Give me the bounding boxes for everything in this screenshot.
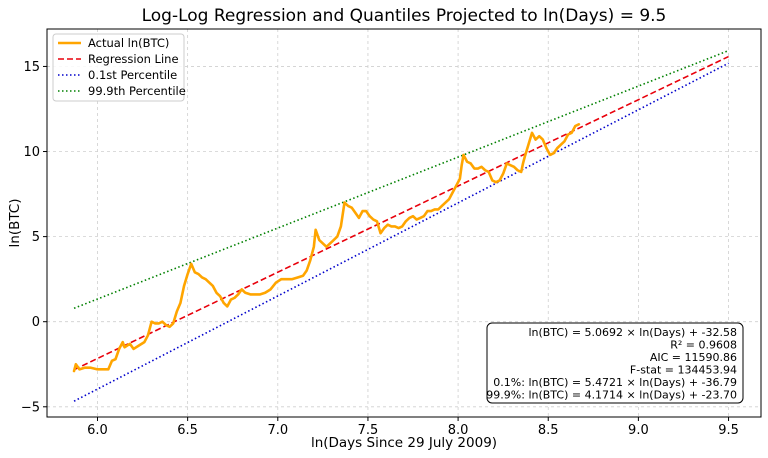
legend-label: 99.9th Percentile: [88, 84, 186, 98]
x-tick-label: 9.5: [718, 423, 739, 438]
y-tick-label: 0: [32, 315, 40, 330]
series-0-1st-percentile: [73, 62, 729, 402]
series-actual-btc: [72, 123, 581, 373]
y-axis: −5 0 5 10 15: [21, 60, 47, 415]
stats-line: AIC = 11590.86: [650, 351, 737, 364]
legend: Actual ln(BTC) Regression Line 0.1st Perce…: [52, 33, 186, 102]
grid: [47, 29, 761, 417]
series-99-9th-percentile: [73, 49, 729, 310]
plot-frame: [46, 28, 762, 418]
x-tick-label: 6.5: [177, 423, 198, 438]
x-tick-label: 8.0: [448, 423, 469, 438]
x-tick-label: 7.5: [358, 423, 379, 438]
y-tick-label: 15: [23, 60, 40, 75]
stats-line: 0.1%: ln(BTC) = 5.4721 × ln(Days) + -36.…: [493, 376, 737, 389]
series-layer: [72, 49, 729, 402]
x-tick-label: 8.5: [538, 423, 559, 438]
y-axis-label: ln(BTC): [7, 199, 23, 248]
legend-label: Regression Line: [88, 52, 179, 66]
x-axis-label: ln(Days Since 29 July 2009): [311, 435, 497, 451]
chart-title: Log-Log Regression and Quantiles Project…: [142, 6, 667, 26]
stats-line: R² = 0.9608: [670, 339, 737, 352]
x-tick-label: 9.0: [628, 423, 649, 438]
x-axis: 6.0 6.5 7.0 7.5 8.0 8.5 9.0 9.5: [87, 417, 739, 438]
y-tick-label: −5: [21, 400, 40, 415]
stats-box-frame: [486, 322, 744, 404]
legend-entry-actual-btc: Actual ln(BTC): [58, 36, 169, 50]
legend-entry-regression-line: Regression Line: [58, 52, 179, 66]
series-regression-line: [73, 55, 729, 371]
y-tick-label: 5: [32, 230, 40, 245]
legend-label: Actual ln(BTC): [88, 36, 169, 50]
x-tick-label: 7.0: [267, 423, 288, 438]
stats-line: ln(BTC) = 5.0692 × ln(Days) + -32.58: [528, 326, 737, 339]
stats-line: F-stat = 134453.94: [630, 364, 737, 377]
legend-frame: [52, 33, 185, 102]
stats-line: 99.9%: ln(BTC) = 4.1714 × ln(Days) + -23…: [486, 389, 737, 402]
y-tick-label: 10: [23, 145, 40, 160]
x-tick-label: 6.0: [87, 423, 108, 438]
legend-entry-99-9th-percentile: 99.9th Percentile: [58, 84, 186, 98]
legend-entry-0-1st-percentile: 0.1st Percentile: [58, 68, 177, 82]
legend-label: 0.1st Percentile: [88, 68, 177, 82]
